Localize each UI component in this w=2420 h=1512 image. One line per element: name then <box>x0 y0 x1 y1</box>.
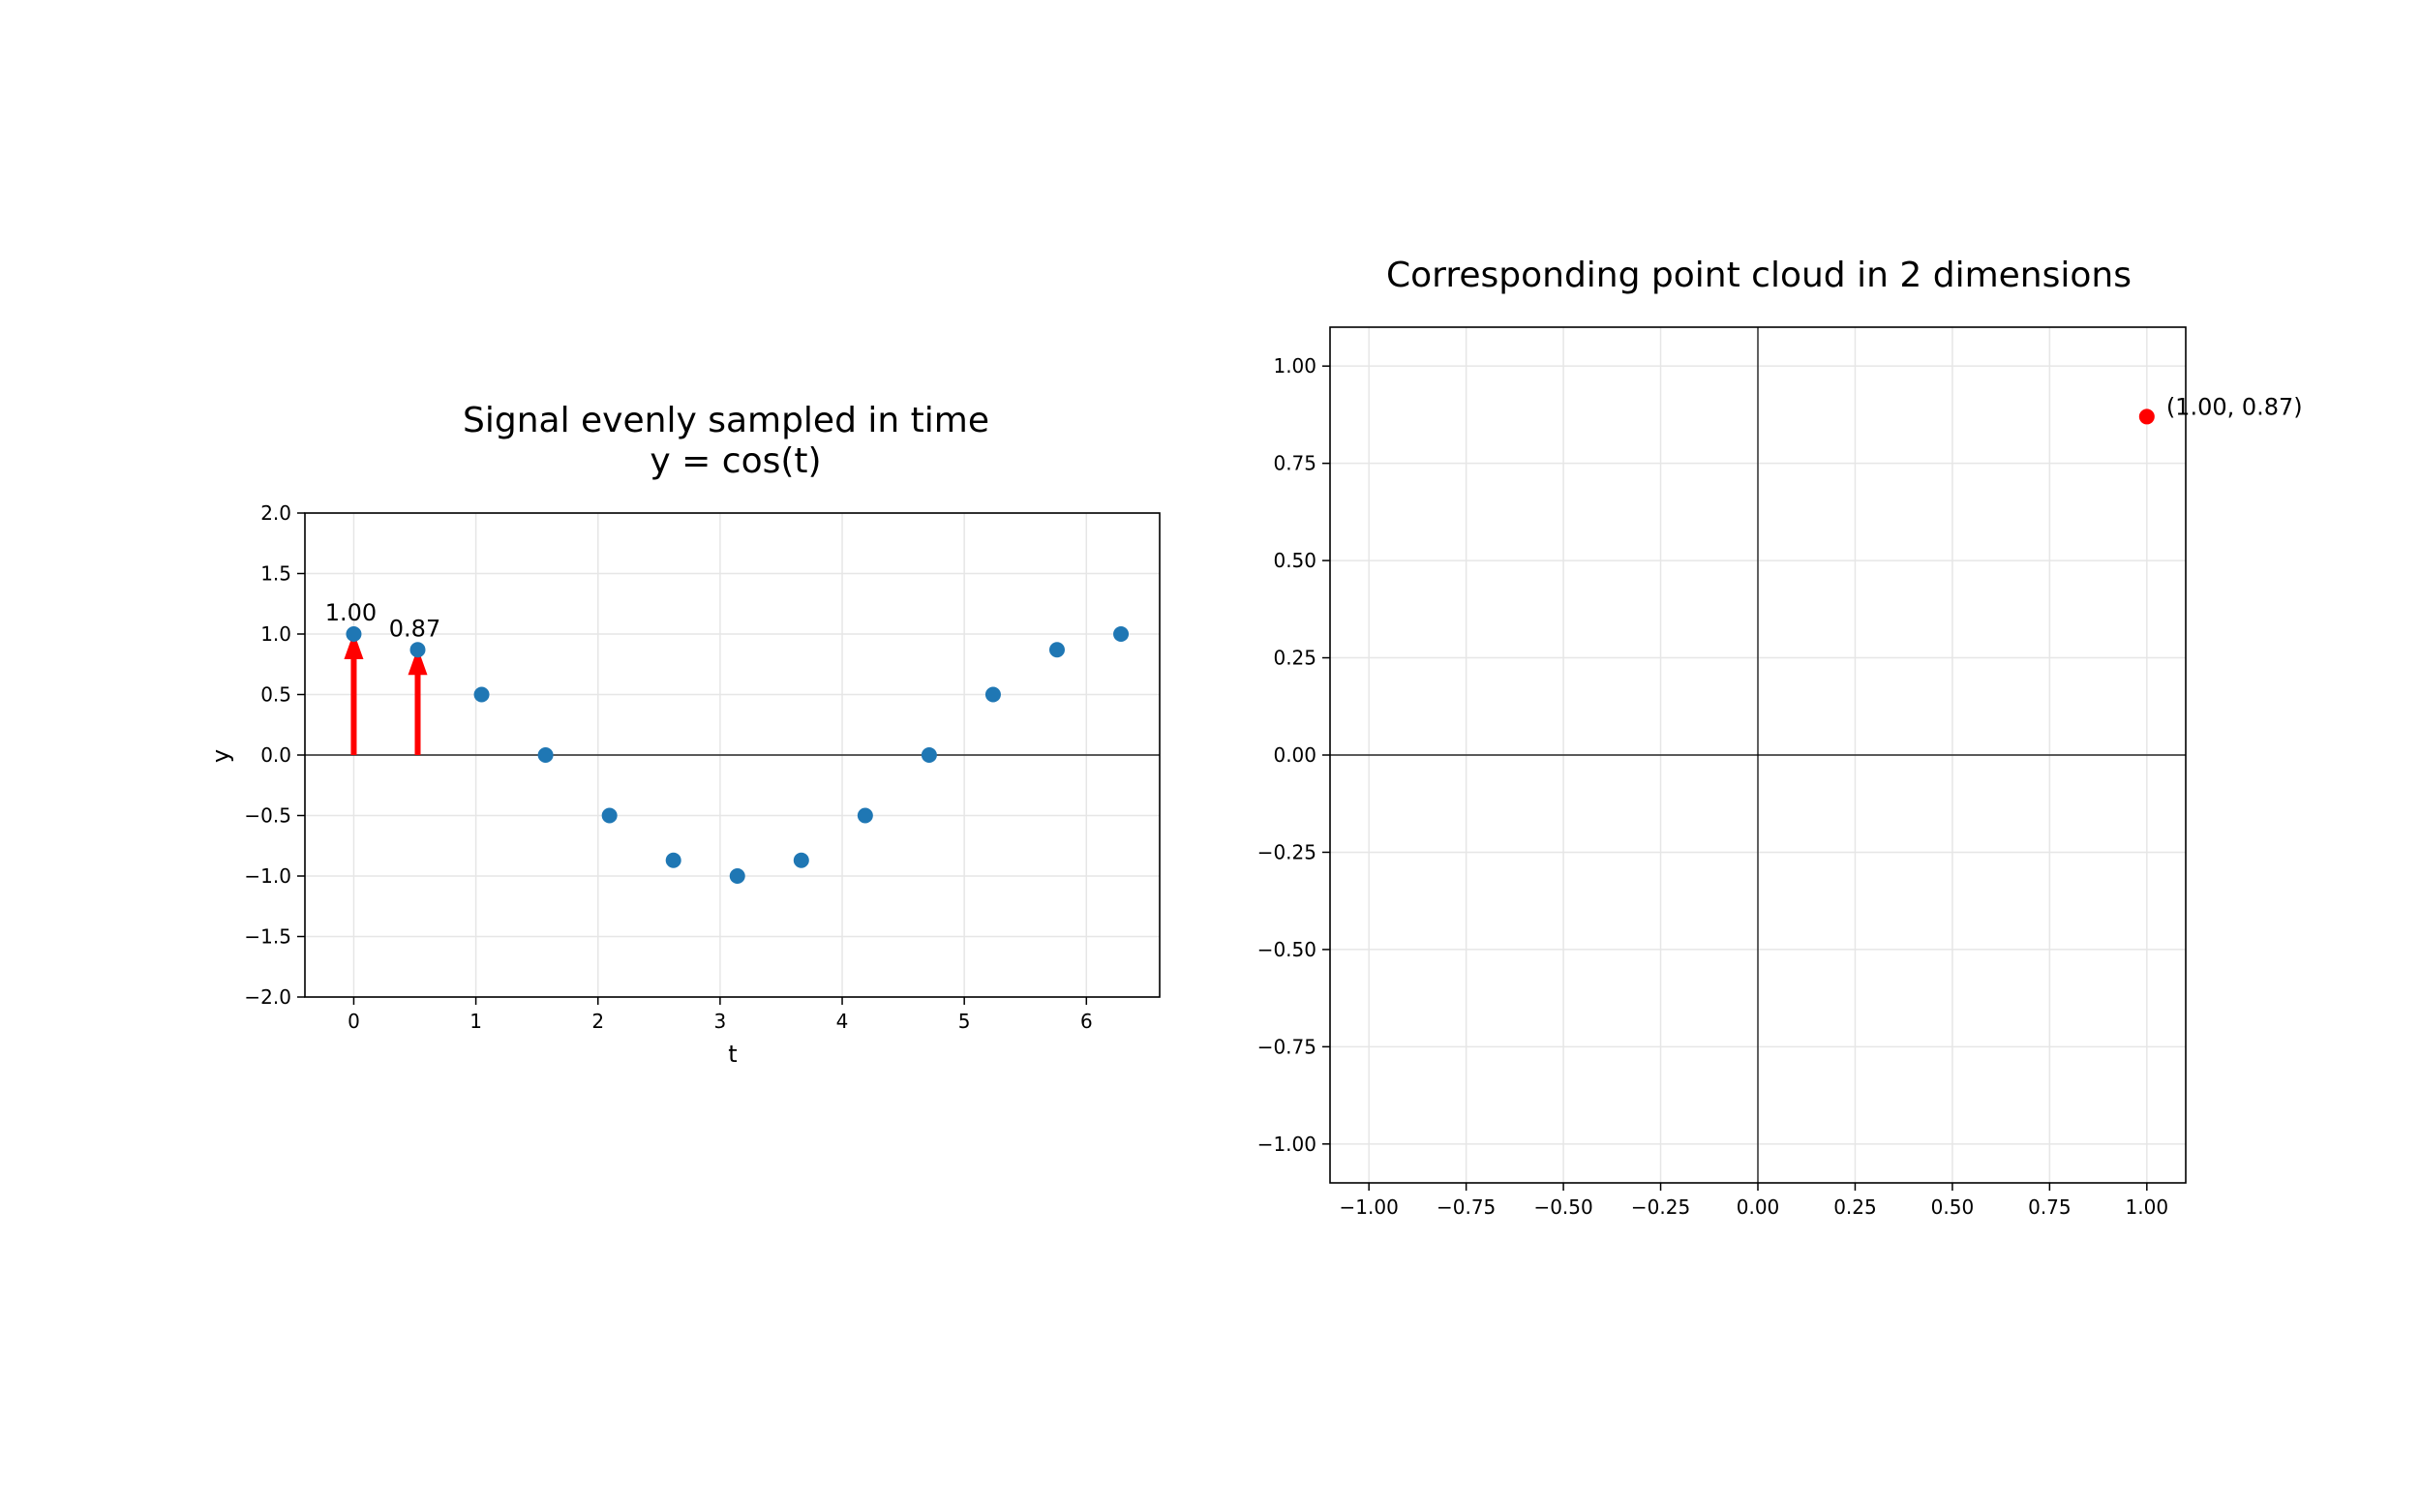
data-point <box>857 807 873 824</box>
x-tick-label: −0.75 <box>1437 1195 1496 1219</box>
x-tick-label: 2 <box>591 1010 604 1033</box>
signal-y-ticks: −2.0 −1.5 −1.0 −0.5 0.0 0.5 1.0 1.5 2.0 <box>244 501 305 1009</box>
x-tick-label: 0 <box>348 1010 360 1033</box>
point-cloud-points: (1.00, 0.87) <box>2138 393 2303 425</box>
y-tick-label: 1.0 <box>260 622 291 646</box>
value-annotation: 0.87 <box>389 615 440 642</box>
value-annotation: 1.00 <box>325 599 377 626</box>
point-coordinate-label: (1.00, 0.87) <box>2166 393 2303 420</box>
data-point <box>1113 626 1130 642</box>
point-cloud-zero-lines <box>1330 327 2186 1183</box>
x-tick-label: 1.00 <box>2126 1195 2169 1219</box>
data-point <box>793 852 809 868</box>
y-tick-label: 1.5 <box>260 562 291 586</box>
point-cloud-x-ticks: −1.00 −0.75 −0.50 −0.25 0.00 0.25 0.50 0.75 1.00 <box>1340 1183 2169 1219</box>
arrow-head <box>408 648 428 676</box>
signal-chart: Signal evenly sampled in time y = cos(t)… <box>207 401 1161 1068</box>
data-point <box>409 642 426 658</box>
y-tick-label: 2.0 <box>260 501 291 525</box>
data-point <box>1048 642 1065 658</box>
y-tick-label: 0.50 <box>1273 549 1316 572</box>
y-tick-label: −1.5 <box>244 925 291 949</box>
y-tick-label: −0.50 <box>1257 938 1316 961</box>
y-tick-label: 1.00 <box>1273 354 1316 378</box>
y-tick-label: −2.0 <box>244 985 291 1009</box>
point-cloud-chart-title: Corresponding point cloud in 2 dimension… <box>1386 256 2132 295</box>
point-cloud-point <box>2138 408 2155 425</box>
x-tick-label: 0.25 <box>1833 1195 1877 1219</box>
signal-chart-title: Signal evenly sampled in time <box>463 401 989 440</box>
data-point <box>665 852 681 868</box>
data-point <box>346 626 362 642</box>
y-tick-label: −0.5 <box>244 804 291 828</box>
x-tick-label: 6 <box>1080 1010 1093 1033</box>
x-tick-label: 5 <box>958 1010 971 1033</box>
x-tick-label: −0.25 <box>1631 1195 1690 1219</box>
data-point <box>729 868 745 884</box>
point-cloud-y-ticks: −1.00 −0.75 −0.50 −0.25 0.00 0.25 0.50 0.75 1.00 <box>1257 354 1330 1156</box>
signal-annotations: 1.00 0.87 <box>325 599 440 642</box>
y-tick-label: −0.75 <box>1257 1035 1316 1058</box>
x-tick-label: 3 <box>714 1010 727 1033</box>
data-point <box>537 747 554 763</box>
signal-points <box>346 626 1130 884</box>
signal-x-ticks: 0 1 2 3 4 5 6 <box>348 997 1093 1033</box>
x-tick-label: −1.00 <box>1340 1195 1399 1219</box>
data-point <box>984 686 1001 703</box>
y-tick-label: 0.00 <box>1273 743 1316 767</box>
signal-chart-subtitle: y = cos(t) <box>650 441 821 481</box>
x-tick-label: 1 <box>469 1010 482 1033</box>
x-tick-label: 4 <box>836 1010 849 1033</box>
x-tick-label: 0.50 <box>1931 1195 1975 1219</box>
y-tick-label: 0.5 <box>260 683 291 707</box>
signal-x-axis-label: t <box>728 1041 737 1068</box>
data-point <box>473 686 490 703</box>
y-tick-label: −1.00 <box>1257 1133 1316 1156</box>
x-tick-label: −0.50 <box>1533 1195 1592 1219</box>
x-tick-label: 0.75 <box>2028 1195 2072 1219</box>
y-tick-label: 0.75 <box>1273 452 1316 475</box>
y-tick-label: −1.0 <box>244 864 291 888</box>
data-point <box>921 747 937 763</box>
data-point <box>601 807 618 824</box>
y-tick-label: −0.25 <box>1257 840 1316 863</box>
y-tick-label: 0.25 <box>1273 647 1316 670</box>
arrow-head <box>344 632 364 659</box>
y-tick-label: 0.0 <box>260 743 291 767</box>
signal-y-axis-label: y <box>207 749 234 763</box>
point-cloud-chart: Corresponding point cloud in 2 dimension… <box>1257 256 2303 1219</box>
signal-arrows <box>344 632 428 755</box>
x-tick-label: 0.00 <box>1737 1195 1780 1219</box>
